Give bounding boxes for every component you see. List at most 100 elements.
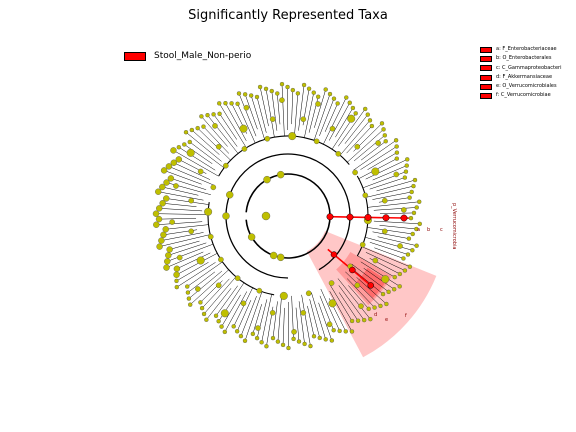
root-node (277, 170, 285, 179)
enriched-node (400, 214, 408, 222)
leaf-node (344, 95, 349, 100)
leaf-branch (365, 252, 406, 271)
leaf-node (329, 338, 335, 343)
leaf-node (365, 112, 370, 117)
leaf-branch (156, 213, 209, 215)
leaf-branch (367, 201, 420, 208)
leaf-branch (346, 278, 375, 308)
leaf-branch (256, 96, 267, 133)
leaf-node (250, 331, 256, 337)
chart-title: Significantly Represented Taxa (188, 8, 388, 23)
leaf-node (254, 335, 260, 341)
leaf-branch (353, 135, 385, 162)
leaf-branch (298, 84, 305, 131)
leaf-branch (168, 166, 215, 186)
leaf-branch (291, 90, 294, 125)
leaf-branch (314, 89, 326, 128)
root-node (263, 175, 271, 184)
leaf-node (410, 248, 415, 253)
leaf-node (195, 125, 200, 131)
leaf-node (290, 87, 296, 93)
leaf-node (201, 311, 207, 317)
inner-node (371, 167, 380, 176)
leaf-branch (374, 247, 404, 259)
inner-node (335, 151, 342, 157)
leaf-node (291, 336, 296, 342)
inner-node (362, 192, 369, 199)
leaf-branch (377, 236, 417, 246)
inner-node (218, 256, 224, 263)
leaf-node (405, 157, 410, 162)
leaf-node (234, 329, 240, 334)
leaf-branch (187, 271, 216, 293)
leaf-branch (252, 304, 262, 334)
leaf-node (204, 317, 209, 322)
enriched-node (330, 251, 338, 258)
leaf-branch (233, 287, 253, 327)
taxa-key-swatch (480, 93, 492, 100)
taxa-key-text: a: F_Enterobacteriaceae (496, 46, 557, 52)
leaf-node (343, 329, 348, 334)
taxa-key-text: b: O_Enterobacterales (496, 55, 552, 62)
leaf-branch (360, 146, 397, 170)
leaf-node (176, 145, 182, 150)
leaf-branch (197, 127, 231, 161)
leaf-node (217, 111, 222, 116)
leaf-branch (373, 220, 420, 225)
leaf-node (379, 121, 385, 126)
leaf-node (205, 112, 210, 118)
leaf-node (397, 271, 403, 277)
leaf-branch (244, 94, 258, 130)
inner-node (196, 256, 205, 265)
inner-node (329, 125, 336, 132)
leaf-branch (362, 171, 407, 189)
leaf-node (187, 139, 192, 145)
inner-node (300, 309, 307, 316)
leaf-node (347, 100, 352, 105)
inner-node (243, 104, 250, 111)
inner-node (401, 207, 407, 213)
leaf-branch (188, 270, 223, 299)
clade-label-b: b (427, 227, 430, 233)
enriched-node (326, 213, 334, 221)
leaf-node (380, 291, 386, 297)
leaf-node (174, 284, 179, 290)
leaf-branch (164, 170, 202, 185)
inner-node (354, 143, 361, 150)
leaf-node (403, 169, 409, 174)
leaf-node (236, 91, 242, 96)
leaf-branch (345, 271, 381, 307)
leaf-branch (190, 269, 229, 305)
leaf-node (402, 175, 408, 180)
inner-node (315, 101, 321, 107)
inner-node (264, 135, 271, 142)
leaf-branch (339, 120, 371, 156)
leaf-branch (347, 129, 384, 163)
inner-node (347, 114, 356, 123)
leaf-node (213, 313, 219, 318)
leaf-branch (167, 243, 214, 262)
enriched-node (367, 282, 374, 289)
taxa-key-swatch (480, 46, 492, 53)
leaf-branch (178, 147, 216, 171)
leaf-branch (240, 295, 257, 337)
leaf-node (254, 94, 260, 100)
leaf-node (222, 329, 228, 335)
taxa-key-row: e: O_Verrucomicrobiales (480, 82, 562, 91)
leaf-branch (203, 126, 230, 154)
taxa-key-swatch (480, 83, 492, 90)
leaf-node (308, 343, 313, 349)
leaf-branch (225, 103, 247, 141)
leaf-node (397, 284, 402, 289)
leaf-node (383, 139, 388, 144)
leaf-node (216, 318, 221, 324)
leaf-node (302, 341, 307, 347)
inner-node (313, 138, 320, 145)
leaf-branch (351, 263, 389, 293)
leaf-branch (277, 93, 281, 125)
leaf-node (182, 142, 187, 147)
inner-node (173, 183, 179, 189)
taxa-key-text: d: F_Akkermansiaceae (496, 73, 553, 80)
inner-node (234, 275, 241, 281)
enriched-node (349, 266, 356, 274)
